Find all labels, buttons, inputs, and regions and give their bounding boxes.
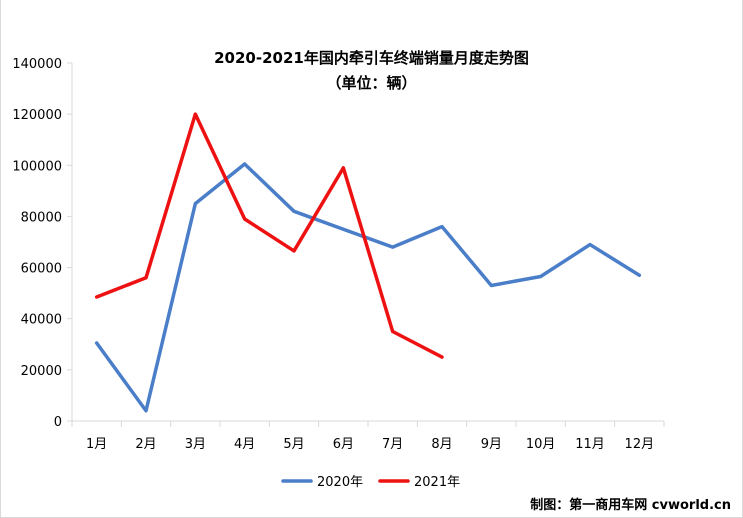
data-point-series-1: [243, 162, 247, 166]
data-point-series-1: [539, 275, 543, 279]
y-tick-label: 60000: [21, 262, 62, 277]
x-tick-label: 1月: [86, 437, 107, 452]
x-tick-label: 9月: [481, 437, 502, 452]
x-tick-label: 6月: [333, 437, 354, 452]
x-tick-label: 11月: [575, 437, 605, 452]
data-point-series-1: [588, 243, 592, 247]
x-tick-label: 4月: [234, 437, 255, 452]
x-tick-label: 12月: [625, 437, 655, 452]
y-tick-label: 140000: [12, 57, 62, 72]
data-point-series-2: [243, 217, 247, 221]
data-point-series-1: [144, 409, 148, 413]
series-line-2: [94, 112, 444, 359]
x-tick-label: 2月: [135, 437, 156, 452]
x-tick-label: 3月: [185, 437, 206, 452]
data-point-series-2: [95, 295, 99, 299]
data-point-series-1: [391, 245, 395, 249]
data-point-series-1: [489, 283, 493, 287]
x-tick-label: 8月: [431, 437, 452, 452]
chart-border-left: [0, 0, 1, 518]
data-point-series-1: [95, 341, 99, 345]
chart-title: 2020-2021年国内牵引车终端销量月度走势图: [214, 49, 529, 67]
data-point-series-2: [144, 276, 148, 280]
x-tick-label: 7月: [382, 437, 403, 452]
data-point-series-1: [341, 227, 345, 231]
data-point-series-2: [440, 355, 444, 359]
legend-label-2: 2021年: [414, 475, 460, 490]
y-tick-label: 40000: [21, 313, 62, 328]
chart-credit: 制图：第一商用车网 cvworld.cn: [530, 498, 731, 513]
x-tick-label: 5月: [283, 437, 304, 452]
y-tick-label: 80000: [21, 210, 62, 225]
y-tick-label: 100000: [12, 159, 62, 174]
data-point-series-1: [637, 273, 641, 277]
data-point-series-2: [341, 166, 345, 170]
data-point-series-1: [292, 209, 296, 213]
x-tick-label: 10月: [526, 437, 556, 452]
data-point-series-2: [193, 112, 197, 116]
data-point-series-2: [391, 330, 395, 333]
legend-label-1: 2020年: [317, 475, 363, 490]
data-point-series-1: [193, 202, 197, 206]
y-tick-label: 0: [54, 415, 62, 430]
y-tick-label: 20000: [21, 364, 62, 379]
series-line-1: [94, 162, 642, 413]
y-tick-label: 120000: [12, 108, 62, 123]
chart-subtitle: （单位：辆）: [326, 74, 417, 92]
data-point-series-2: [292, 249, 296, 253]
data-point-series-1: [440, 225, 444, 229]
